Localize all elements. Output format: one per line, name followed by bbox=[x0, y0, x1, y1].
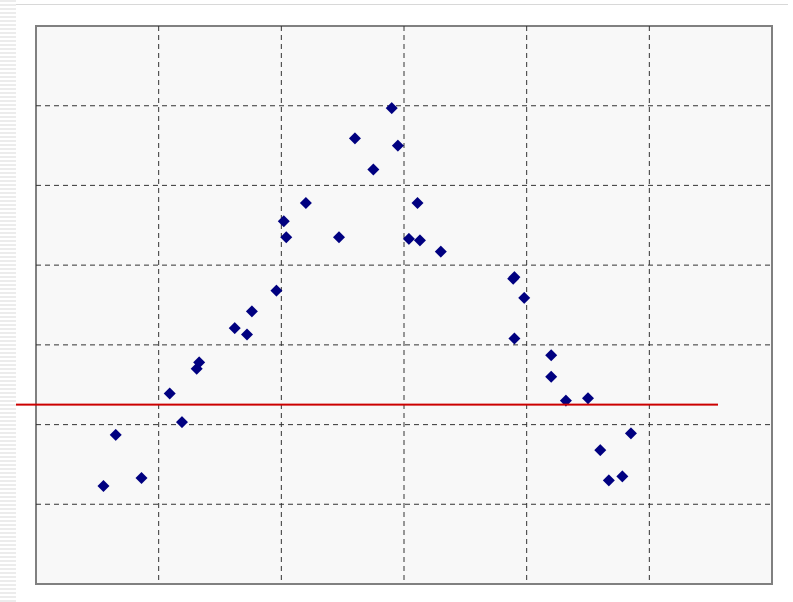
data-point bbox=[193, 356, 206, 369]
data-point bbox=[545, 349, 558, 362]
data-point bbox=[402, 232, 415, 245]
data-point bbox=[277, 215, 290, 228]
data-point bbox=[594, 444, 607, 457]
data-point bbox=[97, 479, 110, 492]
left-edge-strip bbox=[0, 0, 16, 602]
scatter-chart bbox=[16, 25, 773, 585]
data-point bbox=[270, 284, 283, 297]
data-point bbox=[348, 132, 361, 145]
data-points bbox=[97, 102, 637, 492]
data-point bbox=[175, 416, 188, 429]
data-point bbox=[367, 163, 380, 176]
data-point bbox=[518, 291, 531, 304]
data-point bbox=[411, 196, 424, 209]
data-point bbox=[434, 245, 447, 258]
data-point bbox=[240, 328, 253, 341]
chart-container bbox=[16, 4, 788, 601]
data-point bbox=[135, 471, 148, 484]
data-point bbox=[391, 139, 404, 152]
data-point bbox=[508, 271, 521, 284]
data-point bbox=[582, 392, 594, 405]
data-point bbox=[299, 196, 312, 209]
data-point bbox=[109, 428, 122, 441]
data-point bbox=[545, 370, 558, 383]
data-point bbox=[332, 231, 345, 244]
data-point bbox=[508, 332, 521, 345]
data-point bbox=[163, 387, 176, 400]
grid-lines bbox=[36, 26, 772, 584]
data-point bbox=[602, 474, 615, 487]
data-point bbox=[228, 322, 241, 335]
data-point bbox=[245, 305, 258, 318]
data-point bbox=[385, 102, 398, 115]
data-point bbox=[280, 231, 293, 244]
data-point bbox=[413, 234, 426, 247]
data-point bbox=[616, 470, 629, 483]
data-point bbox=[624, 427, 637, 440]
